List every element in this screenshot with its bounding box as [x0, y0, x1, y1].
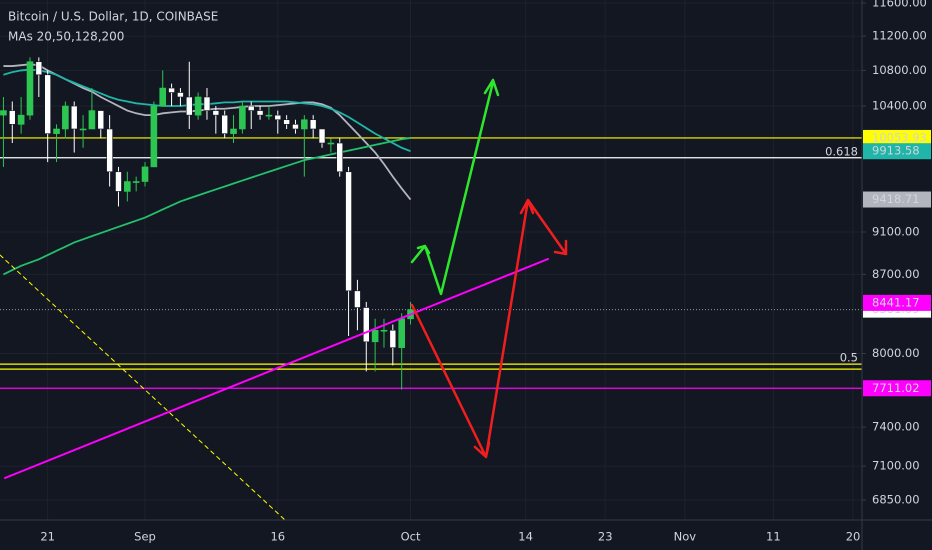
candle-body	[309, 119, 317, 130]
candle-body	[177, 92, 184, 98]
y-tick-label: 6850.00	[872, 492, 920, 506]
candle-body	[159, 87, 167, 107]
price-tag	[863, 191, 931, 208]
y-tick-label: 7400.00	[872, 420, 920, 434]
dashed-trendline	[0, 254, 286, 521]
candle-body	[106, 128, 113, 173]
x-tick-label: 14	[518, 530, 533, 544]
candle-body	[62, 105, 69, 130]
price-tag	[863, 294, 931, 311]
x-tick-label: 20	[846, 530, 861, 544]
candle-body	[221, 114, 228, 134]
candle-body	[185, 96, 193, 116]
level-label: 0.618	[825, 144, 858, 158]
candle-body	[70, 105, 78, 130]
candle-body	[318, 128, 326, 144]
candle-body	[8, 110, 16, 125]
chart-title: Bitcoin / U.S. Dollar, 1D, COINBASE	[8, 10, 218, 24]
candle-body	[212, 110, 220, 116]
price-tag-label: 9913.58	[872, 144, 920, 158]
candle-body	[124, 181, 131, 192]
candle-body	[150, 105, 158, 168]
candle-body	[88, 110, 96, 130]
level-label: 0.5	[840, 351, 858, 365]
candle-body	[230, 128, 237, 134]
candle-body	[239, 105, 246, 130]
candle-body	[17, 114, 25, 125]
red-arrow	[410, 198, 568, 459]
candle-body	[398, 318, 405, 348]
candle-body	[283, 119, 290, 125]
x-tick-label: Sep	[134, 530, 156, 544]
candle-body	[389, 329, 397, 348]
y-tick-label: 10400.00	[872, 99, 927, 113]
candle-body	[203, 96, 211, 111]
candle-body	[247, 105, 255, 111]
candle-body	[141, 166, 149, 182]
candle-body	[265, 114, 273, 117]
candle-body	[371, 329, 379, 343]
candle-body	[35, 61, 43, 76]
candle-body	[132, 181, 140, 183]
candle-body	[354, 290, 361, 308]
candle-body	[44, 74, 51, 134]
price-tag	[863, 143, 931, 160]
x-tick-label: 23	[598, 530, 613, 544]
x-tick-label: Nov	[674, 530, 697, 544]
candle-body	[301, 119, 308, 130]
candle-body	[79, 128, 87, 131]
y-tick-label: 8700.00	[872, 267, 920, 281]
trendline	[4, 258, 549, 479]
candle-body	[168, 87, 175, 93]
price-tag	[863, 380, 931, 397]
price-tag-label: 10053.93	[872, 130, 927, 144]
series	[0, 57, 414, 390]
x-tick-label: 11	[766, 530, 781, 544]
candle-body	[274, 114, 282, 121]
price-tag-label: 8441.17	[872, 295, 920, 309]
candle-body	[194, 96, 202, 116]
price-tag	[863, 129, 931, 146]
y-tick-label: 11200.00	[872, 29, 927, 43]
price-tag-label: 7711.02	[872, 381, 920, 395]
x-tick-label: 21	[40, 530, 55, 544]
price-tag-label: 9418.71	[872, 192, 920, 206]
price-axis-panel	[862, 0, 932, 550]
candle-body	[362, 307, 370, 343]
y-tick-label: 9100.00	[872, 225, 920, 239]
candle-body	[26, 61, 34, 116]
candle-body	[256, 110, 264, 116]
green-arrow	[410, 78, 500, 296]
y-tick-label: 7100.00	[872, 459, 920, 473]
candle-body	[336, 142, 344, 173]
candle-body	[0, 110, 7, 116]
candle-body	[115, 171, 122, 192]
x-tick-label: Oct	[401, 530, 421, 544]
candle-body	[345, 171, 352, 292]
drawings	[0, 78, 568, 521]
candle-body	[380, 329, 388, 332]
time-axis-panel	[0, 520, 932, 550]
candle-body	[327, 142, 335, 145]
y-tick-label: 10800.00	[872, 63, 927, 77]
candle-body	[97, 110, 105, 130]
y-tick-label: 8000.00	[872, 346, 920, 360]
chart-subtitle: MAs 20,50,128,200	[8, 30, 124, 44]
y-tick-label: 11600.00	[872, 0, 927, 10]
candle-body	[292, 124, 299, 130]
x-tick-label: 16	[270, 530, 285, 544]
candle-body	[53, 128, 60, 134]
